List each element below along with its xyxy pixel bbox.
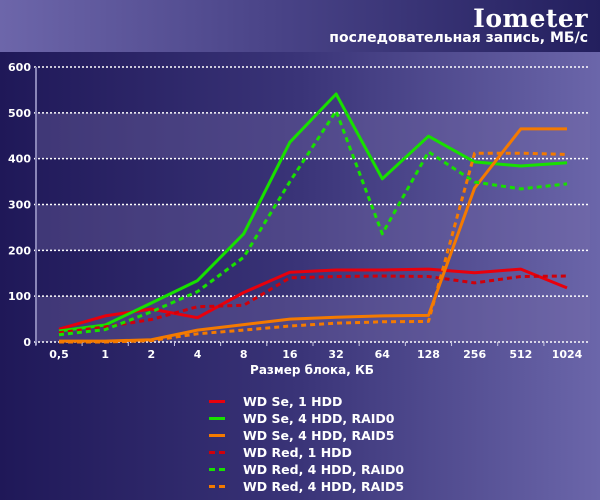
legend-swatch-icon	[209, 434, 225, 437]
y-tick-label: 100	[8, 290, 31, 303]
series-line	[58, 92, 568, 333]
plot-band	[36, 112, 590, 159]
legend-label: WD Se, 4 HDD, RAID0	[243, 411, 395, 426]
x-tick-label: 16	[282, 348, 298, 361]
legend-swatch-icon	[209, 417, 225, 420]
x-tick-label: 8	[240, 348, 248, 361]
y-axis-ticks: 0 100 200 300 400 500 600	[8, 61, 31, 349]
legend-item: WD Se, 4 HDD, RAID5	[209, 427, 404, 444]
x-tick-label: 2	[148, 348, 156, 361]
legend-item: WD Red, 4 HDD, RAID5	[209, 478, 405, 495]
x-tick-label: 64	[375, 348, 391, 361]
x-tick-label: 1024	[552, 348, 583, 361]
chart-subtitle: последовательная запись, МБ/с	[329, 30, 588, 46]
x-axis-label: Размер блока, КБ	[250, 363, 374, 377]
plot-band	[36, 204, 590, 251]
y-tick-label: 300	[8, 199, 31, 212]
chart-title: Iometer	[473, 4, 588, 33]
legend-swatch-icon	[209, 451, 225, 454]
legend-swatch-icon	[209, 400, 225, 403]
x-tick-label: 512	[509, 348, 532, 361]
x-tick-label: 1	[101, 348, 109, 361]
x-tick-label: 32	[328, 348, 343, 361]
y-tick-label: 200	[8, 244, 31, 257]
y-tick-label: 500	[8, 107, 31, 120]
legend-label: WD Red, 4 HDD, RAID0	[243, 462, 405, 477]
plot-bands	[36, 112, 590, 342]
x-axis-ticks: 0,5 1 2 4 8 16 32 64 128 256 512 1024	[35, 342, 583, 361]
x-tick-label: 0,5	[49, 348, 69, 361]
legend-label: WD Red, 1 HDD	[243, 445, 352, 460]
legend-label: WD Se, 4 HDD, RAID5	[243, 428, 395, 443]
x-tick-label: 4	[194, 348, 202, 361]
y-tick-label: 600	[8, 61, 31, 74]
legend-item: WD Red, 1 HDD	[209, 444, 404, 461]
legend: WD Se, 1 HDD WD Se, 4 HDD, RAID0 WD Se, 4 …	[209, 393, 405, 495]
legend-swatch-icon	[209, 485, 225, 488]
legend-item: WD Se, 4 HDD, RAID0	[209, 410, 404, 427]
legend-item: WD Se, 1 HDD	[209, 393, 404, 410]
legend-item: WD Red, 4 HDD, RAID0	[209, 461, 405, 478]
chart-header: Iometer последовательная запись, МБ/с	[0, 0, 600, 52]
data-series	[58, 92, 568, 344]
x-tick-label: 256	[463, 348, 486, 361]
legend-label: WD Se, 1 HDD	[243, 394, 343, 409]
series-line	[58, 109, 568, 337]
series-line	[58, 274, 568, 335]
x-tick-label: 128	[417, 348, 440, 361]
series-line	[59, 151, 568, 344]
series-line	[58, 267, 568, 331]
legend-label: WD Red, 4 HDD, RAID5	[243, 479, 405, 494]
y-tick-label: 0	[23, 336, 31, 349]
y-tick-label: 400	[8, 153, 31, 166]
legend-swatch-icon	[209, 468, 225, 471]
